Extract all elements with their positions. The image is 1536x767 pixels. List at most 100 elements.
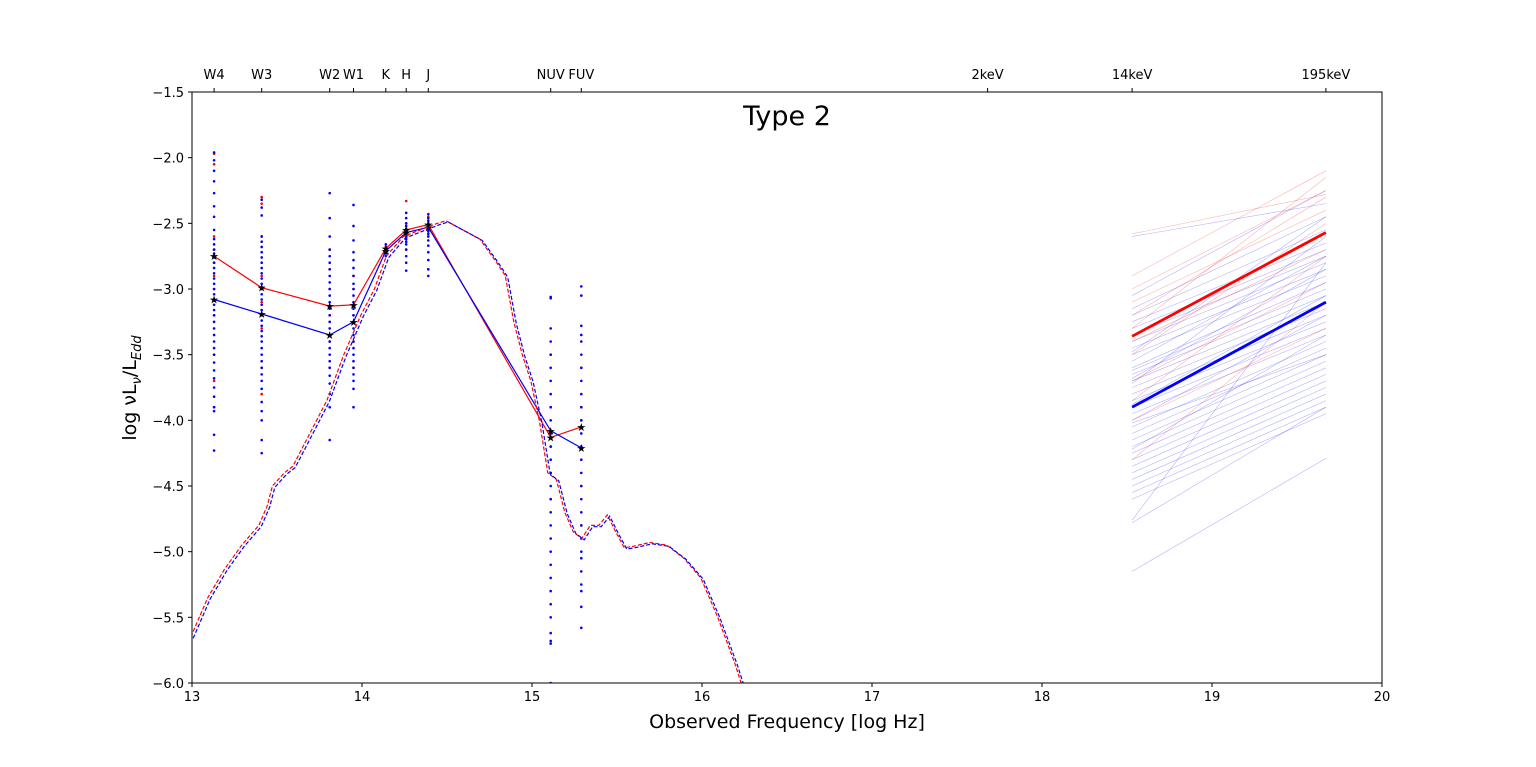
scatter-point-blue	[212, 261, 216, 265]
xray-line-blue	[1131, 262, 1327, 342]
top-tick-label: FUV	[568, 68, 594, 83]
top-tick-label: J	[425, 68, 430, 83]
scatter-point-blue	[580, 550, 583, 553]
xray-line-blue	[1131, 216, 1327, 309]
xray-line-blue	[1131, 367, 1327, 454]
scatter-point-blue	[352, 359, 355, 363]
scatter-point-blue	[580, 392, 583, 396]
x-tick-label: 19	[1204, 690, 1221, 705]
scatter-point-blue	[427, 244, 430, 247]
scatter-point-blue	[549, 537, 552, 540]
scatter-point-blue	[352, 239, 355, 242]
y-tick-label: −5.0	[152, 546, 184, 561]
scatter-point-blue	[328, 294, 332, 297]
y-axis-label-main: log νL	[119, 384, 141, 441]
xray-line-blue	[1131, 328, 1327, 408]
x-axis: 13 14 15 16 17 18 19 20	[184, 683, 1390, 705]
xray-line-blue	[1131, 393, 1327, 480]
star-marker: ★	[576, 421, 586, 434]
scatter-point-blue	[212, 386, 216, 389]
top-tick-label: NUV	[537, 68, 565, 83]
scatter-point-blue	[212, 405, 216, 409]
scatter-point-blue	[427, 212, 430, 216]
scatter-point-blue	[352, 266, 355, 270]
star-marker: ★	[423, 221, 433, 234]
scatter-point-blue	[580, 583, 583, 586]
series-line	[192, 221, 744, 683]
top-tick-label: W2	[319, 68, 340, 83]
scatter-point-blue	[260, 379, 264, 383]
top-tick-label: W3	[251, 68, 272, 83]
scatter-point-blue	[212, 204, 216, 208]
scatter-point-blue	[260, 240, 264, 244]
y-tick-label: −2.0	[152, 152, 184, 167]
scatter-point-blue	[212, 320, 216, 324]
scatter-point-blue	[328, 235, 332, 238]
scatter-point-blue	[549, 497, 552, 501]
scatter-point-blue	[212, 151, 216, 154]
scatter-point-blue	[427, 268, 430, 271]
y-axis-label-sub-edd: Edd	[130, 335, 145, 360]
scatter-point-blue	[328, 438, 332, 442]
scatter-point-blue	[328, 248, 332, 251]
scatter-point-blue	[212, 333, 216, 337]
y-tick-label: −1.5	[152, 86, 184, 101]
scatter-point-blue	[260, 206, 264, 209]
xray-line-blue	[1131, 242, 1327, 323]
scatter-point-blue	[549, 366, 552, 370]
scatter-point-blue	[549, 524, 552, 527]
star-marker: ★	[349, 299, 359, 312]
xray-line-blue	[1131, 262, 1327, 521]
scatter-point-blue	[260, 373, 264, 376]
scatter-point-blue	[404, 211, 408, 215]
xray-line-blue	[1131, 354, 1327, 441]
scatter-point-blue	[404, 243, 408, 246]
scatter-point-blue	[580, 432, 583, 435]
xray-line-blue	[1132, 354, 1326, 424]
top-tick-label: 2keV	[971, 68, 1003, 83]
scatter-point-blue	[260, 198, 264, 201]
xray-line-blue	[1131, 308, 1327, 388]
scatter-point-blue	[580, 484, 583, 488]
scatter-point-blue	[352, 340, 355, 343]
scatter-point-blue	[260, 282, 264, 286]
scatter-point-blue	[549, 589, 552, 593]
xray-line-red	[1131, 282, 1327, 382]
scatter-point-blue	[580, 294, 583, 297]
scatter-point-blue	[328, 353, 332, 356]
scatter-point-blue	[212, 292, 216, 296]
star-marker: ★	[325, 300, 335, 313]
scatter-point-blue	[352, 258, 355, 262]
scatter-point-blue	[212, 243, 216, 246]
scatter-point-blue	[212, 395, 216, 398]
scatter-point-blue	[260, 308, 264, 312]
xray-line-blue	[1131, 295, 1327, 375]
xray-line-blue	[1131, 413, 1327, 500]
star-marker: ★	[576, 442, 586, 455]
scatter-point-blue	[352, 379, 355, 383]
series-line	[192, 220, 742, 683]
scatter-point-blue	[260, 419, 264, 422]
y-axis-label-sub-nu: ν	[130, 377, 145, 384]
star-marker: ★	[257, 282, 267, 295]
x-tick-label: 13	[184, 690, 201, 705]
xray-line-red	[1131, 223, 1327, 355]
scatter-point-blue	[260, 359, 264, 363]
scatter-point-blue	[328, 313, 332, 317]
chart-title: Type 2	[742, 101, 831, 132]
scatter-point-blue	[580, 471, 583, 475]
xray-line-red	[1131, 190, 1327, 290]
scatter-point-blue	[580, 419, 583, 422]
scatter-point-blue	[260, 271, 264, 275]
scatter-point-blue	[580, 324, 583, 328]
scatter-point-blue	[427, 235, 430, 238]
scatter-point-blue	[549, 631, 552, 635]
star-marker: ★	[325, 329, 335, 342]
scatter-point-blue	[260, 261, 264, 265]
scatter-point-blue	[328, 307, 332, 311]
plot-area: ★★★ ★★★ ★★★★★★★★★ ★★★	[192, 151, 1327, 683]
scatter-point-blue	[260, 256, 264, 259]
xray-line-blue	[1131, 190, 1327, 296]
